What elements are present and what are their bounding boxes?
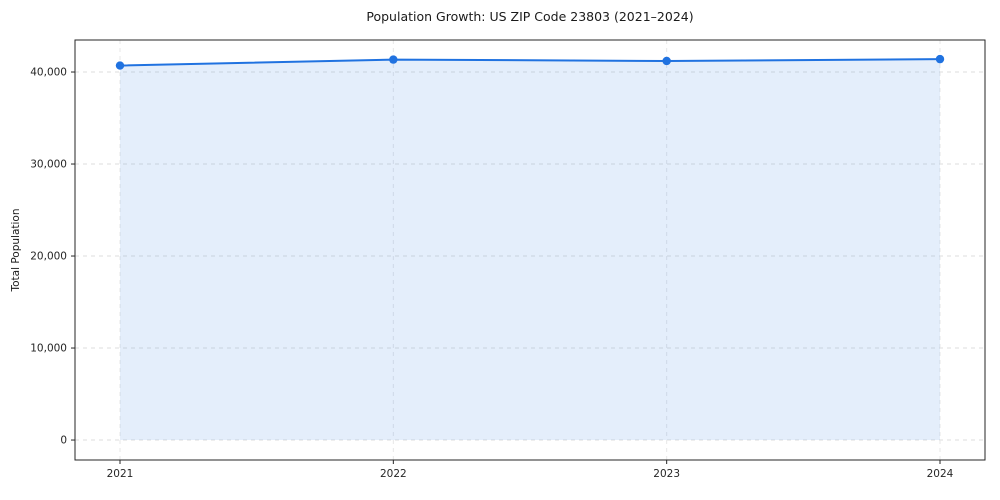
y-tick-label: 0 — [60, 435, 67, 447]
area-fill — [120, 59, 940, 441]
y-tick-label: 30,000 — [30, 159, 67, 171]
data-point-marker — [115, 61, 125, 70]
data-point-marker — [389, 55, 398, 64]
data-point-marker — [935, 54, 945, 64]
x-tick-label: 2022 — [380, 468, 407, 480]
x-tick-label: 2023 — [653, 468, 680, 480]
x-tick-label: 2021 — [107, 468, 134, 480]
series-line — [119, 58, 941, 67]
x-tick-label: 2024 — [927, 468, 954, 480]
y-tick-label: 20,000 — [30, 251, 67, 263]
plot-frame — [74, 39, 986, 461]
chart-title: Population Growth: US ZIP Code 23803 (20… — [366, 9, 694, 24]
y-tick-label: 10,000 — [30, 343, 67, 355]
data-point-marker — [662, 56, 671, 66]
y-tick-label: 40,000 — [30, 67, 67, 79]
